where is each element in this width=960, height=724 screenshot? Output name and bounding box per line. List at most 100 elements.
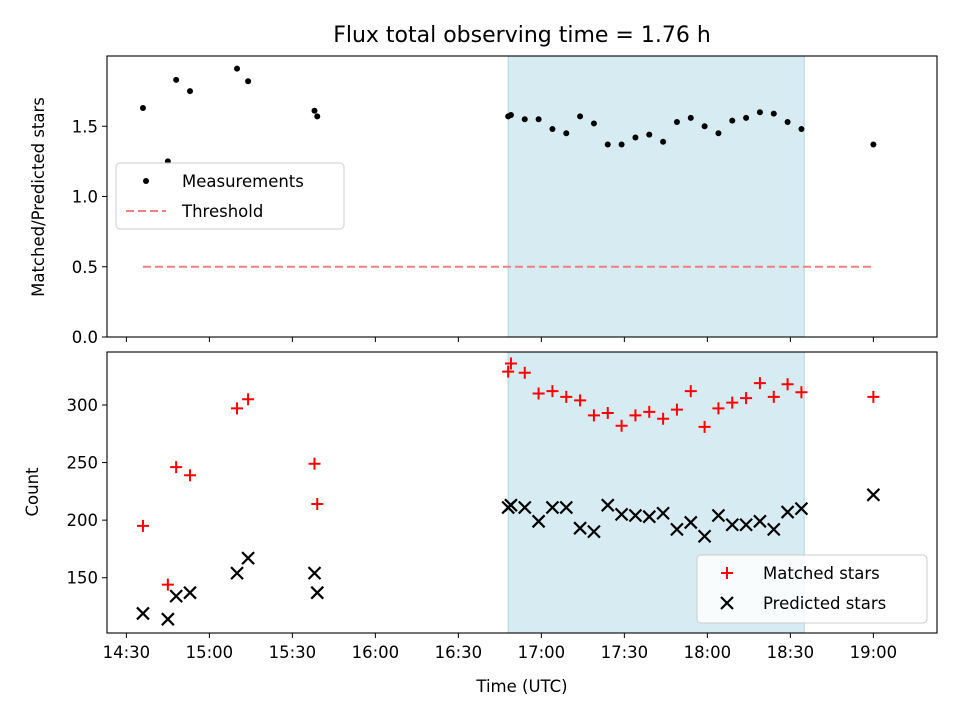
- matched-stars-point: [560, 390, 573, 403]
- matched-stars-point: [767, 390, 780, 403]
- ratio-panel: 0.0 0.5 1.0 1.5 Measurements Threshold: [72, 55, 938, 347]
- predicted-stars-point: [766, 522, 781, 537]
- predicted-stars-point: [136, 606, 150, 621]
- matched-stars-point: [532, 387, 545, 400]
- matched-stars-point: [753, 377, 766, 390]
- legend-measurement-swatch: [143, 178, 149, 184]
- matched-stars-point: [698, 420, 711, 433]
- predicted-stars-point: [307, 566, 322, 580]
- measurement-point: [173, 76, 180, 83]
- predicted-stars-point: [504, 498, 518, 512]
- matched-stars-point: [308, 457, 321, 470]
- measurement-point: [245, 78, 252, 85]
- predicted-stars-point: [600, 498, 615, 512]
- matched-stars-point: [740, 392, 753, 405]
- y-tick-label: 250: [67, 454, 99, 473]
- measurement-point: [687, 114, 694, 121]
- measurement-point: [743, 114, 750, 121]
- plot-frame: [106, 55, 938, 338]
- measurement-point: [590, 120, 597, 127]
- matched-stars-point: [136, 519, 149, 532]
- predicted-stars-point: [697, 529, 712, 544]
- x-tick-label: 18:30: [767, 643, 815, 662]
- measurement-point: [563, 130, 570, 137]
- predicted-stars-point: [780, 505, 795, 519]
- count-panel: 14:30 15:00 15:30 16:00 16:30 17:00 17:30 18:00…: [67, 351, 938, 662]
- x-tick-label: 16:30: [435, 643, 483, 662]
- matched-stars-point: [518, 366, 531, 379]
- y-tick-label: 200: [67, 511, 99, 530]
- measurement-point: [673, 119, 680, 126]
- matched-stars-point: [670, 403, 683, 416]
- count-axis-label: Count: [23, 467, 42, 517]
- predicted-stars-point: [794, 501, 809, 516]
- measurement-point: [311, 107, 318, 114]
- ratio-axis-label: Matched/Predicted stars: [29, 97, 48, 297]
- measurement-point: [604, 141, 611, 148]
- matched-stars-point: [161, 578, 174, 591]
- measurement-point: [314, 113, 321, 120]
- predicted-stars-point: [230, 566, 244, 580]
- measurement-point: [715, 130, 722, 137]
- matched-stars-point: [170, 461, 183, 474]
- legend-box: [696, 554, 928, 624]
- measurement-point: [784, 119, 791, 126]
- predicted-stars-point: [545, 500, 560, 515]
- predicted-stars-point: [866, 488, 881, 502]
- predicted-stars-point: [559, 500, 574, 515]
- x-tick-label: 15:00: [186, 643, 234, 662]
- x-tick-label: 14:30: [103, 643, 151, 662]
- legend-entry: Matched stars: [763, 564, 880, 583]
- matched-stars-point: [615, 419, 628, 432]
- matched-stars-point: [795, 386, 808, 399]
- legend-matched-swatch: [721, 567, 733, 579]
- predicted-stars-point: [656, 506, 670, 521]
- x-tick-label: 17:00: [518, 643, 566, 662]
- legend-entry: Measurements: [182, 172, 304, 191]
- predicted-stars-point: [183, 585, 197, 600]
- measurement-point: [187, 88, 193, 95]
- measurement-point: [577, 113, 584, 120]
- legend-entry: Threshold: [181, 202, 263, 221]
- x-tick-label: 18:00: [684, 643, 732, 662]
- measurement-point: [729, 117, 736, 124]
- predicted-stars-point: [531, 514, 546, 529]
- predicted-stars-point: [517, 500, 532, 515]
- measurement-point: [507, 112, 514, 119]
- measurement-point: [521, 116, 528, 123]
- y-tick-label: 300: [67, 396, 99, 415]
- matched-stars-point: [546, 385, 559, 398]
- y-tick-label: 1.0: [72, 188, 98, 207]
- matched-stars-point: [726, 396, 739, 409]
- predicted-stars-point: [683, 515, 698, 530]
- predicted-stars-point: [753, 514, 767, 529]
- measurement-point: [618, 141, 625, 148]
- predicted-stars-point: [169, 589, 183, 603]
- y-tick-label: 0.0: [72, 328, 98, 347]
- matched-stars-point: [587, 409, 600, 422]
- matched-stars-point: [712, 402, 725, 415]
- y-tick-label: 1.5: [72, 117, 98, 136]
- measurement-point: [701, 123, 708, 130]
- predicted-stars-point: [241, 551, 255, 565]
- x-tick-label: 19:00: [850, 643, 898, 662]
- legend-predicted-swatch: [720, 596, 734, 610]
- predicted-stars-point: [614, 507, 629, 522]
- legend-entry: Predicted stars: [763, 594, 886, 613]
- measurement-point: [756, 109, 763, 116]
- predicted-stars-point: [310, 585, 325, 600]
- matched-stars-point: [643, 405, 656, 418]
- predicted-stars-point: [573, 521, 587, 535]
- time-axis-label: Time (UTC): [475, 677, 567, 696]
- matched-stars-point: [184, 469, 196, 482]
- matched-stars-point: [311, 498, 324, 511]
- predicted-stars-point: [587, 524, 601, 539]
- chart-title: Flux total observing time = 1.76 h: [333, 23, 711, 48]
- y-tick-label: 150: [67, 569, 99, 588]
- predicted-stars-point: [628, 508, 643, 523]
- plot-frame: [106, 351, 938, 634]
- predicted-stars-point: [711, 508, 726, 523]
- x-tick-label: 16:00: [352, 643, 400, 662]
- matched-stars-point: [231, 402, 244, 415]
